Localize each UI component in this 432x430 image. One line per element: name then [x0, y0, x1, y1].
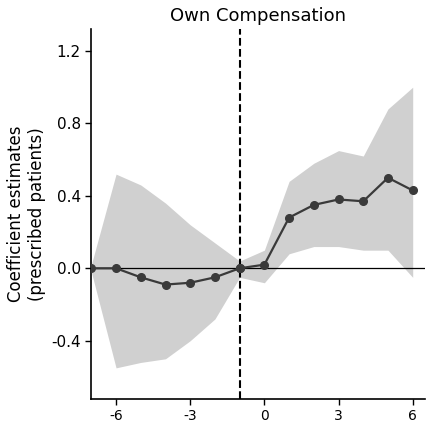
- Title: Own Compensation: Own Compensation: [170, 7, 346, 25]
- Y-axis label: Coefficient estimates
(prescribed patients): Coefficient estimates (prescribed patien…: [7, 126, 46, 302]
